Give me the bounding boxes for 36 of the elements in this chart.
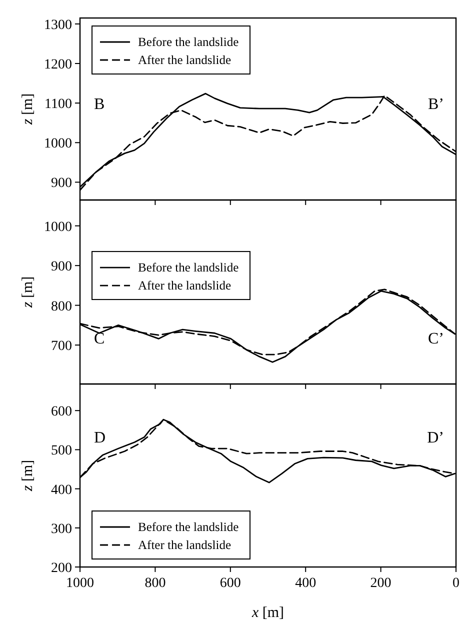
y-tick-label: 1200 (44, 58, 72, 72)
y-tick-label: 900 (51, 176, 72, 192)
y-tick-label: 500 (51, 444, 72, 459)
x-tick-label: 600 (220, 576, 241, 591)
legend-label: Before the landslide (138, 520, 240, 534)
y-tick-label: 700 (51, 339, 72, 354)
y-tick-label: 1000 (44, 136, 72, 152)
x-tick-label: 1000 (66, 576, 94, 591)
y-axis-title: z [m] (20, 460, 36, 492)
x-tick-label: 800 (144, 576, 166, 591)
x-tick-label: 400 (295, 576, 316, 591)
y-tick-label: 800 (51, 299, 72, 314)
legend-label: Before the landslide (138, 260, 240, 275)
y-tick-label: 1100 (44, 97, 72, 112)
legend-label: Before the landslide (138, 35, 240, 49)
legend-label: After the landslide (138, 538, 232, 552)
y-tick-label: 600 (51, 404, 72, 420)
annotation: D (94, 430, 106, 447)
y-tick-label: 1000 (44, 220, 72, 235)
y-axis-title: z [m] (20, 93, 36, 126)
x-axis-title: x [m] (250, 605, 284, 621)
y-tick-label: 200 (51, 561, 72, 576)
legend-label: After the landslide (138, 53, 232, 67)
x-tick-label: 0 (452, 576, 460, 591)
annotation: B (94, 96, 105, 113)
annotation: C’ (428, 330, 444, 348)
y-tick-label: 900 (51, 260, 72, 275)
annotation: C (94, 330, 105, 348)
annotation: D’ (427, 430, 444, 447)
y-tick-label: 400 (51, 482, 72, 498)
legend-label: After the landslide (138, 278, 232, 293)
annotation: B’ (428, 96, 444, 113)
y-tick-label: 300 (51, 522, 72, 537)
x-tick-label: 200 (370, 576, 392, 591)
y-tick-label: 1300 (44, 18, 72, 33)
y-axis-title: z [m] (20, 276, 36, 309)
